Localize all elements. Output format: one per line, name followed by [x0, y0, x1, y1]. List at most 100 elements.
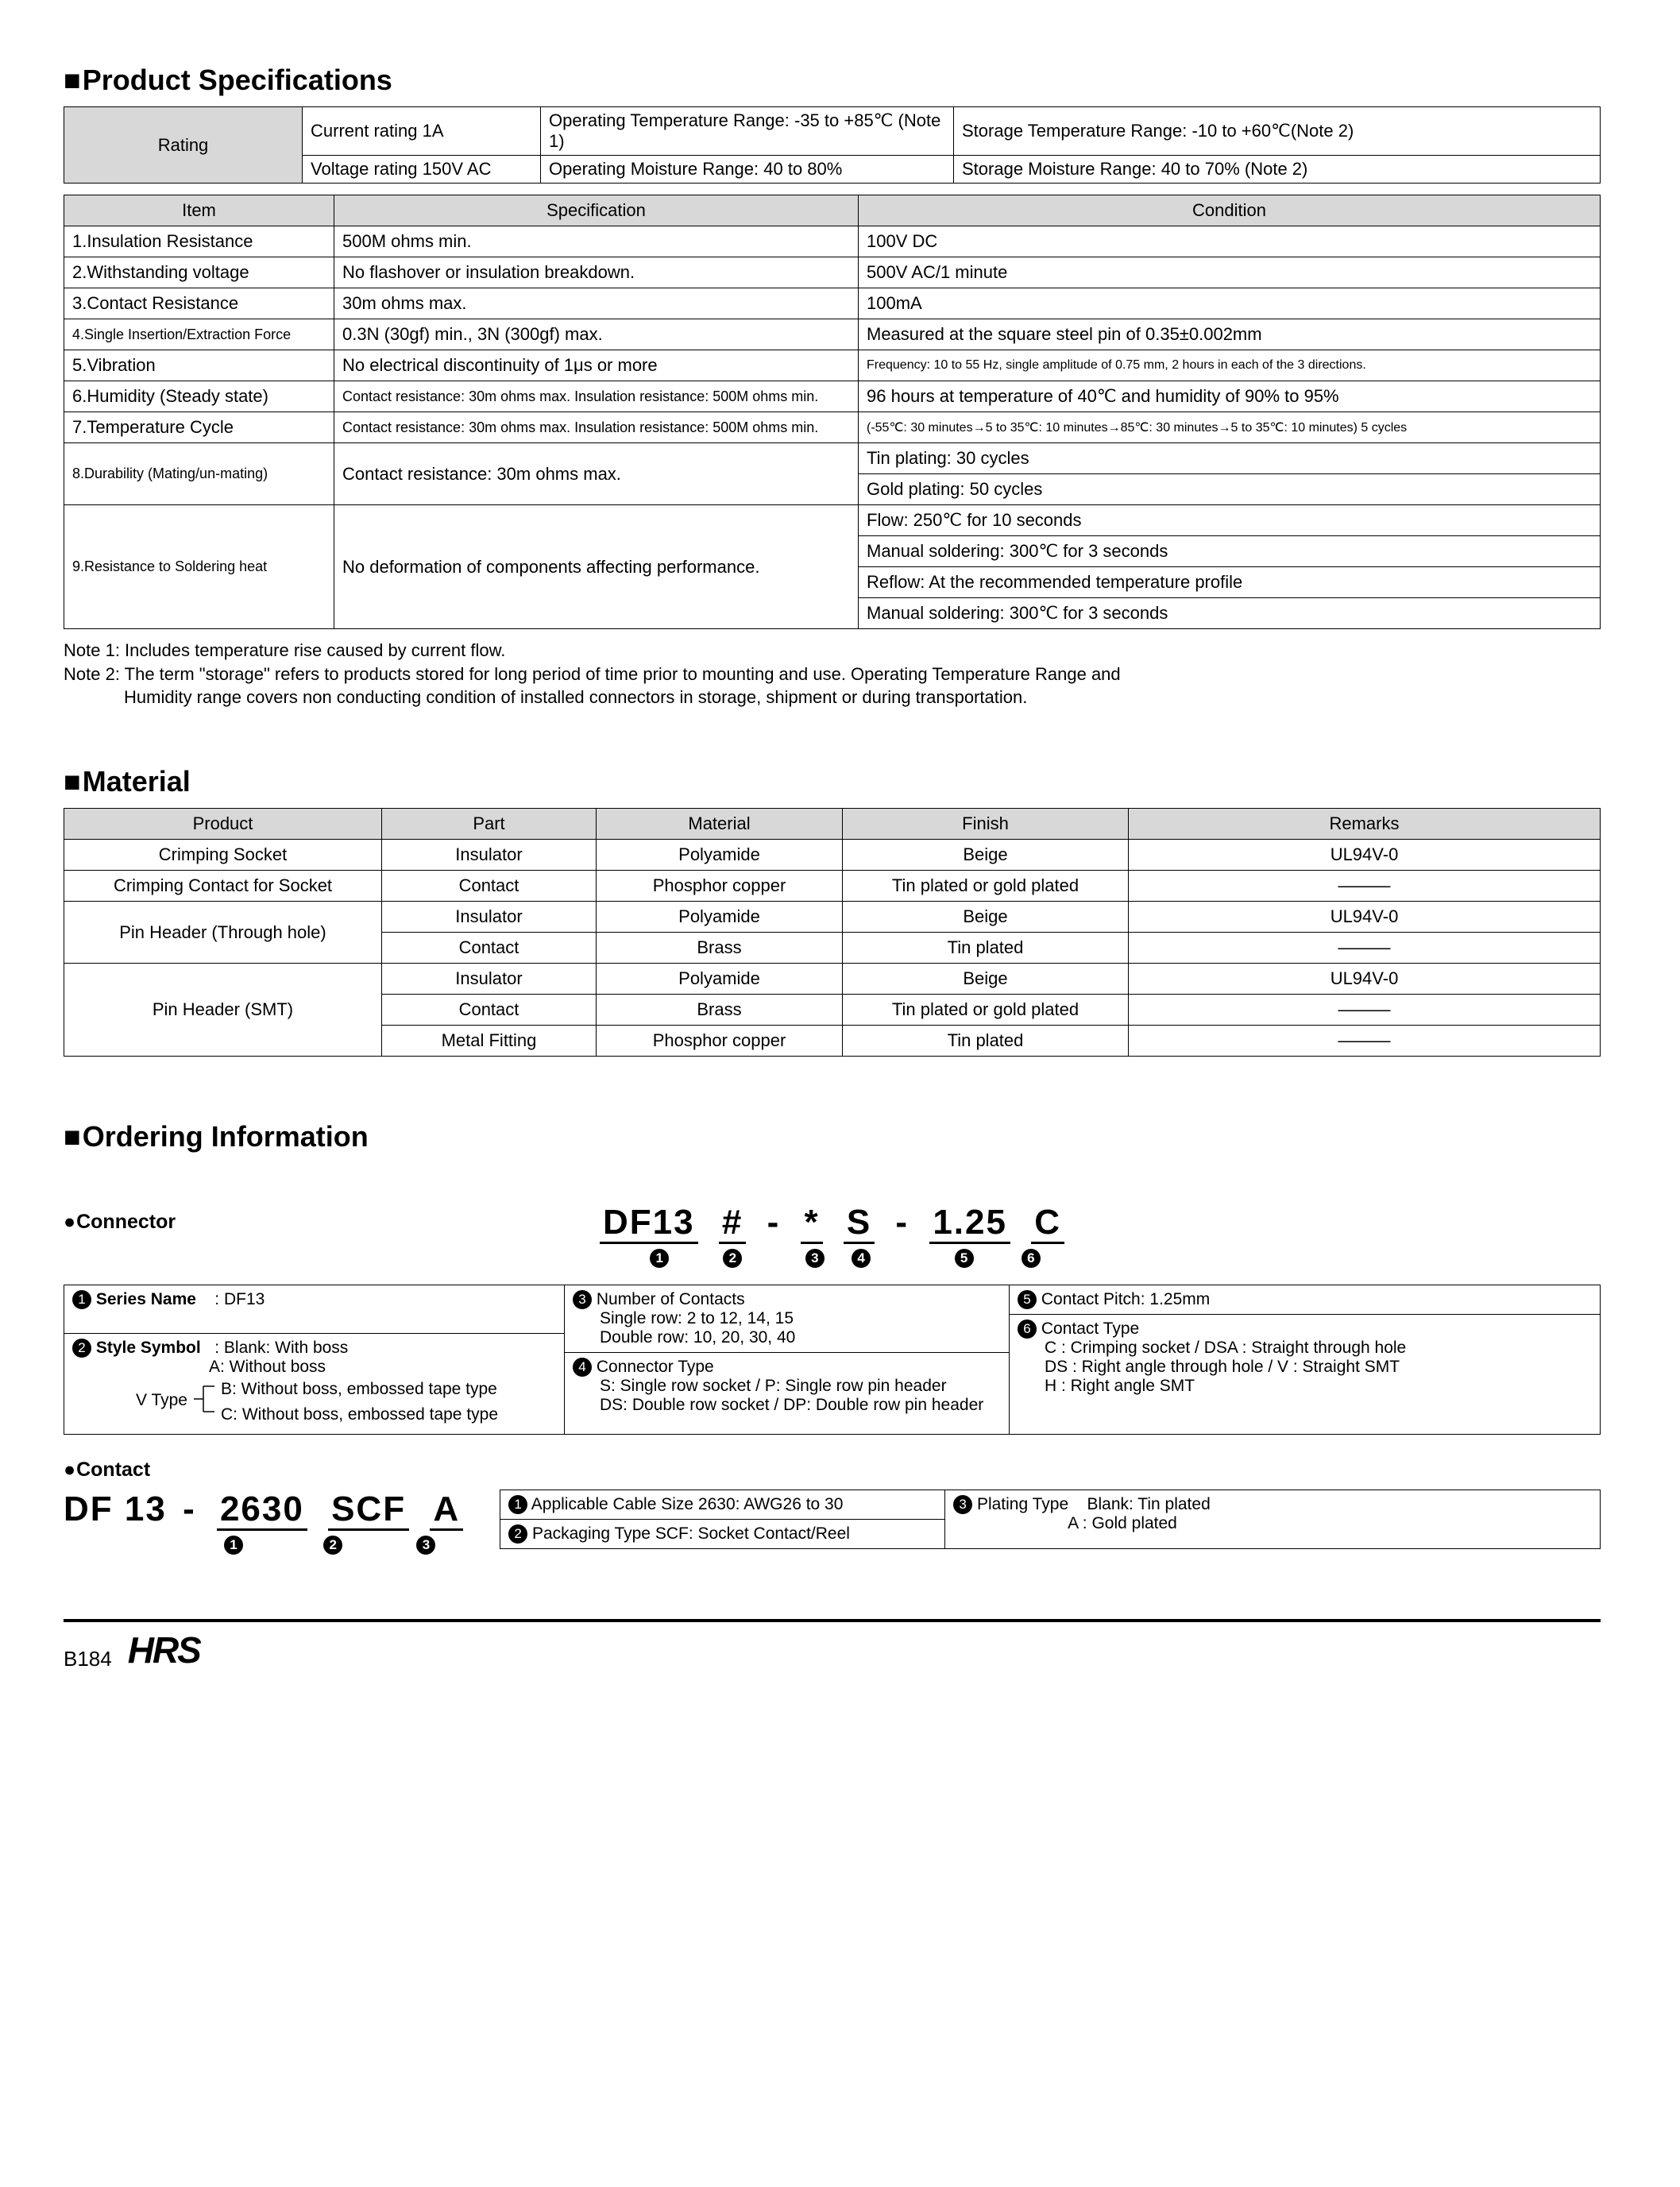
rating-label: Rating: [64, 107, 303, 184]
spec-item-9: 9.Resistance to Soldering heat: [64, 505, 334, 629]
contact-part-number: DF 13 - 2630 SCF A: [64, 1490, 468, 1529]
rating-storetemp: Storage Temperature Range: -10 to +60℃(N…: [954, 107, 1601, 156]
mat-cell: Tin plated or gold plated: [843, 995, 1129, 1026]
contact-leg-1: 1 Applicable Cable Size 2630: AWG26 to 3…: [500, 1490, 945, 1519]
pn-seg-c1: 2630: [217, 1490, 307, 1531]
connector-legend-table: 1 Series Name : DF13 3 Number of Contact…: [64, 1285, 1601, 1435]
mat-cell: Phosphor copper: [597, 871, 843, 902]
spec-hdr-spec: Specification: [334, 195, 859, 226]
mat-cell: Tin plated or gold plated: [843, 871, 1129, 902]
rating-storemoist: Storage Moisture Range: 40 to 70% (Note …: [954, 156, 1601, 184]
legend-value: C : Crimping socket / DSA : Straight thr…: [1018, 1339, 1592, 1358]
mat-cell: Contact: [382, 933, 597, 964]
spec-spec: No electrical discontinuity of 1μs or mo…: [334, 350, 859, 381]
table-row: 3.Contact Resistance30m ohms max.100mA: [64, 288, 1601, 319]
spec-spec: 500M ohms min.: [334, 226, 859, 257]
legend-label: Contact Type: [1041, 1320, 1139, 1338]
rating-voltage: Voltage rating 150V AC: [303, 156, 541, 184]
contact-index-row: 1 2 3: [64, 1531, 468, 1555]
mat-hdr-remarks: Remarks: [1129, 809, 1601, 840]
legend-value: DS: Double row socket / DP: Double row p…: [573, 1396, 1001, 1415]
spec-spec: Contact resistance: 30m ohms max. Insula…: [334, 381, 859, 412]
legend-value: DS : Right angle through hole / V : Stra…: [1018, 1358, 1592, 1377]
legend-value: Packaging Type SCF: Socket Contact/Reel: [532, 1524, 850, 1543]
spec-item: 4.Single Insertion/Extraction Force: [64, 319, 334, 350]
mat-cell: Brass: [597, 933, 843, 964]
conn-col2b: 4 Connector Type S: Single row socket / …: [565, 1353, 1010, 1435]
connector-index-row: 1 2 3 4 5 6: [397, 1244, 1267, 1269]
sub-title-connector: Connector: [64, 1211, 397, 1234]
table-row: 2.Withstanding voltageNo flashover or in…: [64, 257, 1601, 288]
mat-cell: Metal Fitting: [382, 1026, 597, 1057]
rating-opmoist: Operating Moisture Range: 40 to 80%: [541, 156, 954, 184]
spec-item: 7.Temperature Cycle: [64, 412, 334, 443]
mat-cell: Insulator: [382, 840, 597, 871]
mat-cell: Tin plated: [843, 933, 1129, 964]
spec-item-8: 8.Durability (Mating/un-mating): [64, 443, 334, 505]
mat-hdr-material: Material: [597, 809, 843, 840]
spec-spec-8: Contact resistance: 30m ohms max.: [334, 443, 859, 505]
mat-hdr-part: Part: [382, 809, 597, 840]
spec-cond: 500V AC/1 minute: [859, 257, 1601, 288]
contact-leg-3: 3 Plating Type Blank: Tin plated A : Gol…: [945, 1490, 1601, 1548]
rating-table: Rating Current rating 1A Operating Tempe…: [64, 106, 1601, 184]
table-row: 4.Single Insertion/Extraction Force0.3N …: [64, 319, 1601, 350]
mat-cell: Insulator: [382, 902, 597, 933]
spec-spec: Contact resistance: 30m ohms max. Insula…: [334, 412, 859, 443]
page-footer: B184 HRS: [64, 1619, 1601, 1671]
section-title-material: Material: [64, 765, 1601, 798]
table-row: Crimping Contact for Socket Contact Phos…: [64, 871, 1601, 902]
legend-value: H : Right angle SMT: [1018, 1377, 1592, 1396]
spec-spec: 30m ohms max.: [334, 288, 859, 319]
legend-value: Double row: 10, 20, 30, 40: [573, 1328, 1001, 1347]
spec-cond: 100mA: [859, 288, 1601, 319]
legend-value: : Blank: With boss: [214, 1339, 348, 1357]
connector-part-number: DF13 # - * S - 1.25 C: [397, 1203, 1267, 1242]
rating-optemp: Operating Temperature Range: -35 to +85℃…: [541, 107, 954, 156]
spec-table: Item Specification Condition 1.Insulatio…: [64, 195, 1601, 629]
mat-hdr-product: Product: [64, 809, 382, 840]
conn-col1: 1 Series Name : DF13: [64, 1285, 565, 1334]
legend-value: A: Without boss: [72, 1358, 556, 1377]
spec-cond-8a: Tin plating: 30 cycles: [859, 443, 1601, 474]
mat-cell: Brass: [597, 995, 843, 1026]
note-1: Note 1: Includes temperature rise caused…: [64, 639, 1601, 663]
table-row: 7.Temperature CycleContact resistance: 3…: [64, 412, 1601, 443]
mat-cell: UL94V-0: [1129, 840, 1601, 871]
spec-cond: 96 hours at temperature of 40℃ and humid…: [859, 381, 1601, 412]
contact-legend-table: 1 Applicable Cable Size 2630: AWG26 to 3…: [500, 1490, 1601, 1549]
pn-seg-c2: SCF: [328, 1490, 409, 1531]
legend-label: Style Symbol: [96, 1339, 201, 1357]
table-row: 6.Humidity (Steady state)Contact resista…: [64, 381, 1601, 412]
pn-seg-2: #: [719, 1203, 746, 1244]
spec-cond: Measured at the square steel pin of 0.35…: [859, 319, 1601, 350]
legend-value: C: Without boss, embossed tape type: [221, 1402, 498, 1428]
mat-cell: ———: [1129, 1026, 1601, 1057]
section-title-ordering: Ordering Information: [64, 1120, 1601, 1153]
mat-cell: Beige: [843, 840, 1129, 871]
page-number: B184: [64, 1647, 112, 1671]
conn-col2a: 3 Number of Contacts Single row: 2 to 12…: [565, 1285, 1010, 1353]
spec-item: 3.Contact Resistance: [64, 288, 334, 319]
spec-item: 1.Insulation Resistance: [64, 226, 334, 257]
mat-cell: Phosphor copper: [597, 1026, 843, 1057]
mat-cell: ———: [1129, 933, 1601, 964]
pn-prefix: DF 13: [64, 1490, 167, 1528]
legend-value: Applicable Cable Size 2630: AWG26 to 30: [531, 1495, 844, 1513]
pn-seg-c3: A: [430, 1490, 463, 1531]
spec-spec-9: No deformation of components affecting p…: [334, 505, 859, 629]
contact-leg-2: 2 Packaging Type SCF: Socket Contact/Ree…: [500, 1519, 945, 1548]
mat-cell: Polyamide: [597, 840, 843, 871]
spec-cond: 100V DC: [859, 226, 1601, 257]
legend-value: Blank: Tin plated: [1087, 1495, 1210, 1513]
spec-cond: (-55℃: 30 minutes→5 to 35℃: 10 minutes→8…: [859, 412, 1601, 443]
legend-value: B: Without boss, embossed tape type: [221, 1377, 498, 1402]
table-row: Pin Header (Through hole) Insulator Poly…: [64, 902, 1601, 933]
mat-cell: Pin Header (SMT): [64, 964, 382, 1057]
mat-cell: ———: [1129, 871, 1601, 902]
legend-vtype: V Type: [136, 1377, 187, 1429]
spec-cond-9b: Manual soldering: 300℃ for 3 seconds: [859, 536, 1601, 567]
mat-cell: Polyamide: [597, 964, 843, 995]
hrs-logo: HRS: [128, 1629, 200, 1671]
section-title-spec: Product Specifications: [64, 64, 1601, 97]
